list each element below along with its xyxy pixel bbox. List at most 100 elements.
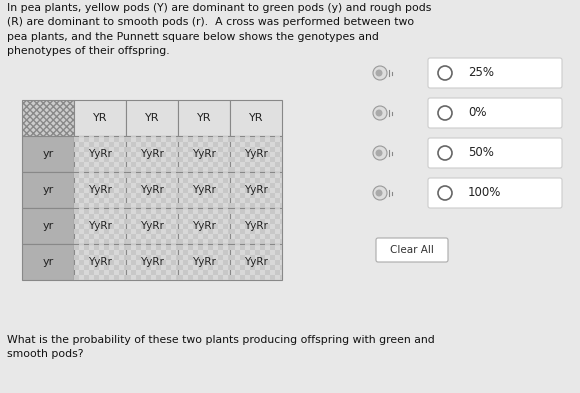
Bar [240, 209, 245, 214]
Bar [161, 214, 166, 219]
Bar [131, 188, 136, 193]
Bar [151, 152, 156, 157]
Bar [109, 224, 114, 229]
Bar [275, 224, 280, 229]
Bar [240, 229, 245, 234]
Bar [136, 167, 141, 172]
Bar [131, 136, 136, 137]
Bar [136, 239, 141, 244]
Bar [223, 152, 228, 157]
Bar [156, 173, 161, 178]
Bar [240, 265, 245, 270]
Bar [183, 188, 188, 193]
Bar [240, 183, 245, 188]
Bar [156, 245, 161, 250]
Bar [114, 275, 119, 280]
Bar [126, 245, 131, 250]
Bar [203, 178, 208, 183]
Bar [166, 265, 171, 270]
Bar [275, 172, 280, 173]
Bar [235, 172, 240, 173]
Bar [126, 244, 178, 280]
Bar [183, 224, 188, 229]
Bar [114, 137, 119, 142]
Bar [213, 234, 218, 239]
Bar [126, 100, 178, 136]
Bar [235, 178, 240, 183]
Bar [161, 250, 166, 255]
Bar [193, 208, 198, 209]
Bar [136, 147, 141, 152]
Bar [171, 214, 176, 219]
Bar [235, 214, 240, 219]
Bar [79, 234, 84, 239]
Bar [265, 142, 270, 147]
Bar [124, 209, 126, 214]
Bar [270, 193, 275, 198]
Bar [230, 100, 282, 136]
Bar [104, 147, 109, 152]
Bar [79, 250, 84, 255]
Bar [131, 270, 136, 275]
Bar [161, 260, 166, 265]
Bar [240, 255, 245, 260]
Bar [275, 208, 280, 209]
Bar [280, 219, 282, 224]
Bar [171, 224, 176, 229]
Bar [198, 173, 203, 178]
Bar [109, 260, 114, 265]
Bar [223, 260, 228, 265]
Bar [146, 265, 151, 270]
Bar [275, 198, 280, 203]
Bar [213, 172, 218, 173]
Bar [89, 162, 94, 167]
Bar [109, 162, 114, 167]
Bar [275, 214, 280, 219]
Bar [218, 209, 223, 214]
Bar [245, 136, 250, 137]
Bar [74, 229, 79, 234]
Bar [193, 172, 198, 173]
Bar [193, 142, 198, 147]
Bar [188, 167, 193, 172]
Bar [94, 209, 99, 214]
Bar [104, 137, 109, 142]
Bar [171, 142, 176, 147]
Text: YyRr: YyRr [88, 149, 112, 159]
Bar [228, 275, 230, 280]
Bar [104, 209, 109, 214]
Text: 0%: 0% [468, 107, 487, 119]
Bar [198, 137, 203, 142]
Bar [74, 265, 79, 270]
Bar [99, 224, 104, 229]
Bar [178, 208, 230, 244]
Bar [270, 275, 275, 280]
Bar [79, 152, 84, 157]
Bar [178, 239, 183, 244]
Bar [228, 245, 230, 250]
Bar [99, 214, 104, 219]
Text: YyRr: YyRr [244, 257, 268, 267]
FancyBboxPatch shape [376, 238, 448, 262]
Bar [171, 198, 176, 203]
Bar [245, 244, 250, 245]
Bar [255, 162, 260, 167]
Bar [104, 157, 109, 162]
Bar [89, 198, 94, 203]
Bar [250, 183, 255, 188]
Bar [230, 219, 235, 224]
Bar [250, 229, 255, 234]
Bar [89, 214, 94, 219]
Bar [245, 198, 250, 203]
Text: Clear All: Clear All [390, 245, 434, 255]
Bar [260, 255, 265, 260]
Bar [94, 173, 99, 178]
Bar [94, 137, 99, 142]
Bar [89, 250, 94, 255]
Bar [74, 244, 126, 280]
Text: What is the probability of these two plants producing offspring with green and
s: What is the probability of these two pla… [7, 335, 435, 360]
Bar [270, 183, 275, 188]
Bar [198, 147, 203, 152]
Bar [260, 203, 265, 208]
Bar [198, 183, 203, 188]
